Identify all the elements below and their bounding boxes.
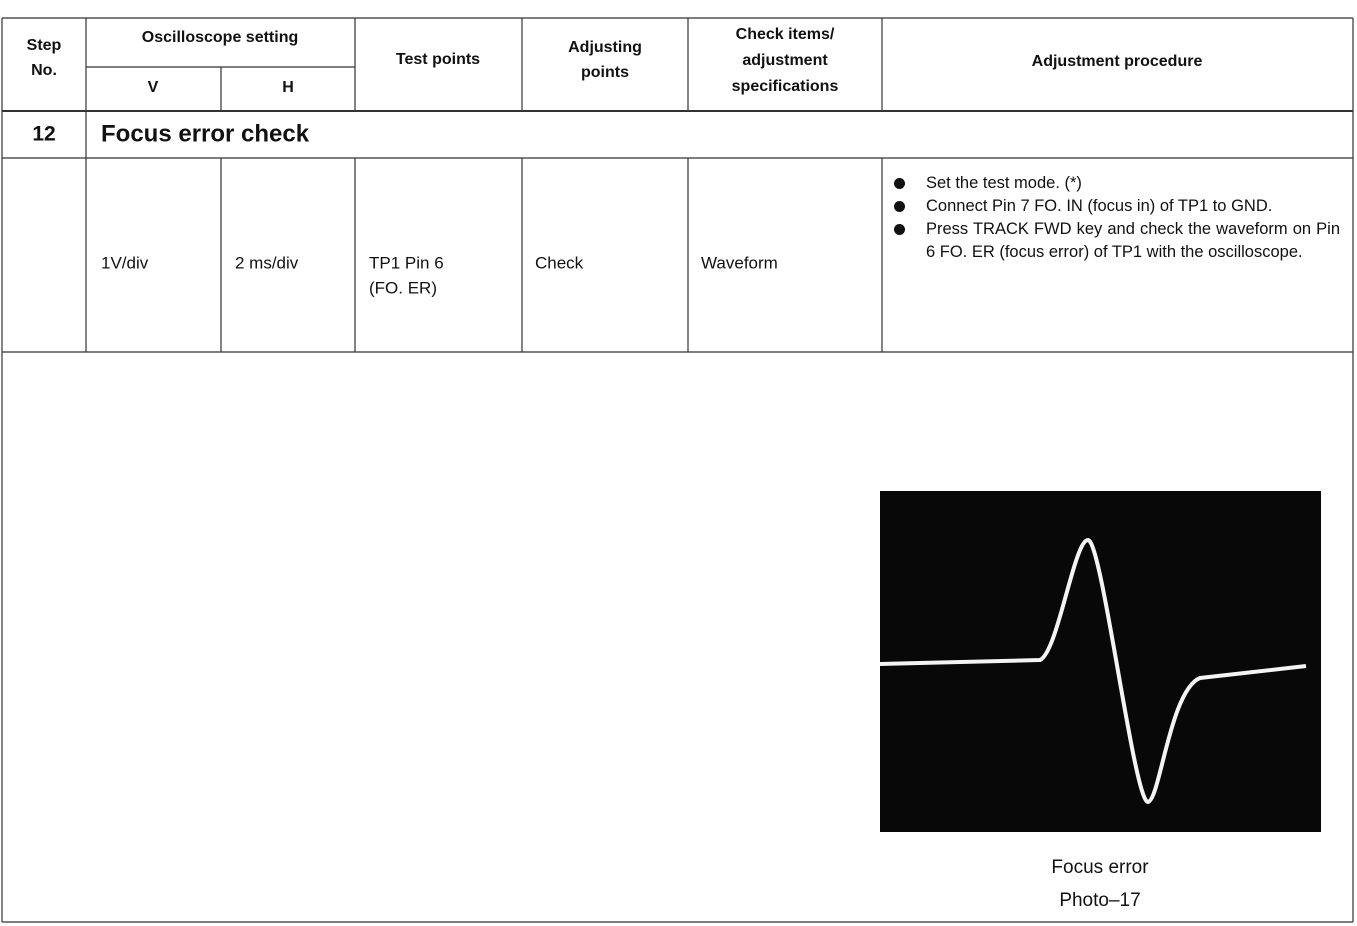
header-step: Step [27,37,62,54]
section-step: 12 [32,123,55,146]
cell-test-points: TP1 Pin 6 [369,253,444,272]
cell-h: 2 ms/div [235,253,299,272]
header-check-items: specifications [732,78,839,95]
header-h: H [282,79,294,96]
section-title: Focus error check [101,120,310,147]
photo-label: Photo–17 [1059,890,1140,911]
header-check-items: adjustment [742,52,828,69]
rules [1,17,1354,923]
procedure-list: Set the test mode. (*) Connect Pin 7 FO.… [890,172,1340,264]
header-v: V [148,79,159,96]
header-test-points: Test points [396,51,480,68]
header-oscilloscope: Oscilloscope setting [142,29,298,46]
cell-test-points: (FO. ER) [369,278,437,297]
cell-check-items: Waveform [701,253,778,272]
cell-v: 1V/div [101,253,149,272]
header-check-items: Check items/ [736,26,835,43]
header-step: No. [31,62,57,79]
header-adjusting-points: points [581,64,629,81]
waveform [879,538,1307,804]
header-procedure: Adjustment procedure [1032,53,1203,70]
cell-adjusting-points: Check [535,253,584,272]
procedure-step: Connect Pin 7 FO. IN (focus in) of TP1 t… [890,195,1340,218]
photo-caption: Focus error [1051,857,1149,878]
header-adjusting-points: Adjusting [568,39,642,56]
procedure-step: Set the test mode. (*) [890,172,1340,195]
procedure-step: Press TRACK FWD key and check the wavefo… [890,218,1340,264]
